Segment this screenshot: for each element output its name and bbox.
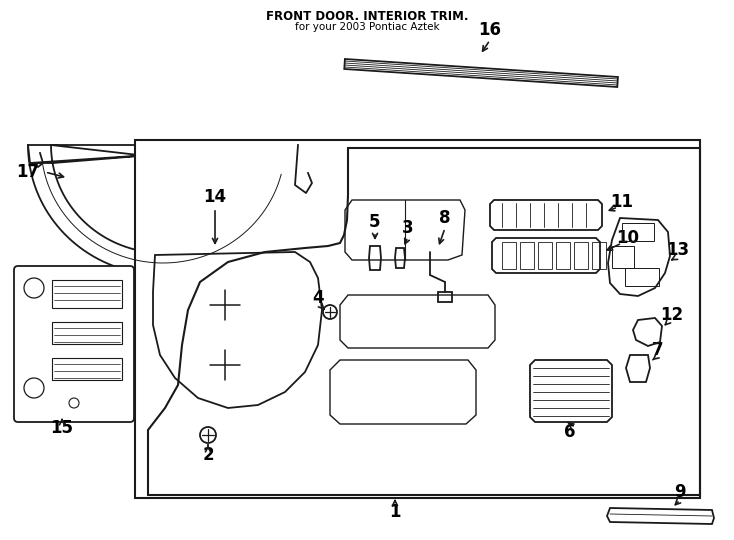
FancyBboxPatch shape	[14, 266, 134, 422]
Bar	[574, 242, 588, 269]
Text: 16: 16	[479, 21, 501, 39]
Text: 15: 15	[51, 419, 73, 437]
Bar	[520, 242, 534, 269]
Text: 1: 1	[389, 503, 401, 521]
Text: 8: 8	[439, 209, 451, 227]
Bar	[135, 140, 700, 498]
Bar	[612, 246, 634, 268]
Text: 12: 12	[661, 306, 683, 324]
Text: 6: 6	[564, 423, 575, 441]
Bar	[556, 242, 570, 269]
Text: 14: 14	[203, 188, 227, 206]
Text: 13: 13	[666, 241, 689, 259]
Bar	[538, 242, 552, 269]
Text: 4: 4	[312, 289, 324, 307]
Text: 17: 17	[16, 163, 40, 181]
Text: FRONT DOOR. INTERIOR TRIM.: FRONT DOOR. INTERIOR TRIM.	[266, 10, 468, 23]
Bar	[438, 292, 452, 302]
Bar	[52, 280, 122, 308]
Text: 3: 3	[402, 219, 414, 237]
Text: 7: 7	[653, 341, 664, 359]
Bar	[592, 242, 606, 269]
Bar	[52, 322, 122, 344]
Text: 10: 10	[617, 229, 639, 247]
Bar	[52, 358, 122, 380]
Text: 2: 2	[202, 446, 214, 464]
Bar	[625, 268, 659, 286]
Bar	[622, 223, 654, 241]
Text: for your 2003 Pontiac Aztek: for your 2003 Pontiac Aztek	[294, 22, 440, 32]
Bar	[502, 242, 516, 269]
Text: 9: 9	[675, 483, 686, 501]
Text: 11: 11	[611, 193, 633, 211]
Text: 5: 5	[369, 213, 381, 231]
